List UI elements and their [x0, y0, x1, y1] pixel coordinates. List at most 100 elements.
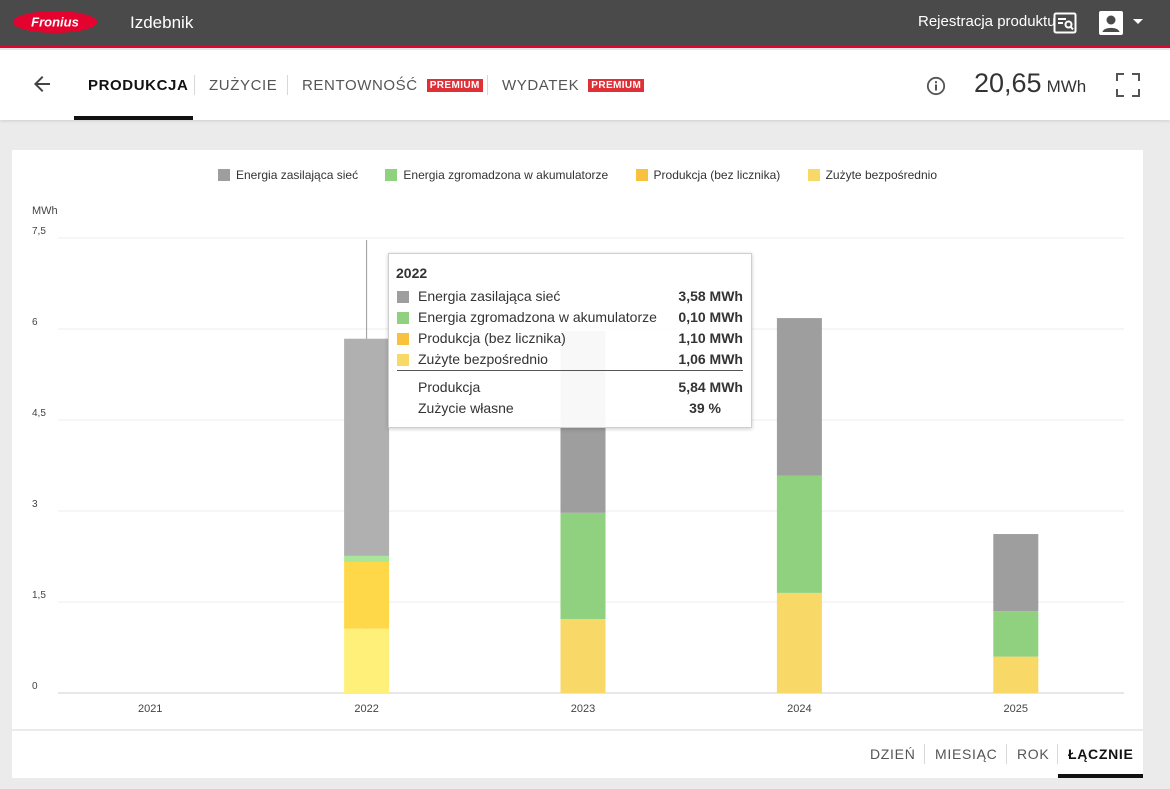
tooltip-value: 5,84 MWh	[678, 379, 743, 395]
legend-item-battery[interactable]: Energia zgromadzona w akumulatorze	[385, 168, 608, 182]
active-period-indicator	[1058, 774, 1143, 778]
period-day[interactable]: DZIEŃ	[870, 746, 916, 762]
bar-segment	[993, 534, 1039, 612]
tab-produkcja[interactable]: PRODUKCJA	[88, 77, 188, 94]
tooltip-swatch	[397, 333, 409, 345]
tooltip-label: Energia zasilająca sieć	[418, 288, 561, 304]
tab-rentownosc[interactable]: RENTOWNOŚĆ PREMIUM	[302, 77, 483, 94]
tab-divider	[194, 75, 195, 95]
legend-item-grid[interactable]: Energia zasilająca sieć	[218, 168, 358, 182]
tooltip-label: Zużycie własne	[418, 400, 514, 416]
legend-label: Energia zasilająca sieć	[236, 168, 359, 182]
period-total[interactable]: ŁĄCZNIE	[1068, 746, 1134, 762]
total-unit: MWh	[1046, 77, 1087, 96]
tooltip-label: Produkcja	[418, 379, 481, 395]
y-tick-label: 7,5	[32, 226, 46, 237]
account-box-icon[interactable]	[1098, 11, 1124, 35]
fronius-logo[interactable]: Fronius	[12, 10, 98, 34]
tooltip-row: Zużyte bezpośrednio 1,06 MWh	[397, 351, 743, 369]
legend-swatch	[385, 169, 398, 181]
bar-segment	[776, 592, 822, 693]
x-tick-label: 2021	[138, 703, 162, 715]
tab-wydatek[interactable]: WYDATEK PREMIUM	[502, 77, 645, 94]
y-tick-label: 1,5	[32, 590, 46, 601]
total-production: 20,65 MWh	[974, 68, 1086, 99]
active-tab-indicator	[74, 116, 193, 120]
tooltip-label: Zużyte bezpośrednio	[418, 351, 548, 367]
period-selector: DZIEŃ MIESIĄC ROK ŁĄCZNIE	[12, 731, 1143, 778]
tooltip-summary-row: Zużycie własne 39 %	[397, 400, 743, 418]
tooltip-year: 2022	[396, 265, 428, 281]
tooltip-label: Energia zgromadzona w akumulatorze	[418, 309, 657, 325]
x-tick-label: 2025	[1004, 703, 1028, 715]
bar-segment	[344, 555, 390, 562]
tooltip-value: 0,10 MWh	[678, 309, 743, 325]
nav-bar: PRODUKCJA ZUŻYCIE RENTOWNOŚĆ PREMIUM WYDA…	[0, 50, 1170, 120]
tooltip-divider	[397, 370, 743, 371]
bar-segment	[776, 318, 822, 476]
period-month[interactable]: MIESIĄC	[935, 746, 998, 762]
bar-segment	[560, 512, 606, 619]
top-bar: Fronius Izdebnik Rejestracja produktu	[0, 0, 1170, 48]
y-tick-label: 3	[32, 499, 38, 510]
certificate-search-icon[interactable]	[1053, 11, 1077, 35]
tooltip-label: Produkcja (bez licznika)	[418, 330, 566, 346]
info-icon[interactable]	[926, 76, 946, 96]
tab-label: ZUŻYCIE	[209, 77, 278, 94]
legend-item-direct-consumption[interactable]: Zużyte bezpośrednio	[807, 168, 937, 182]
tooltip-row: Energia zasilająca sieć 3,58 MWh	[397, 288, 743, 306]
bar-segment	[344, 561, 390, 629]
fullscreen-icon[interactable]	[1115, 72, 1141, 98]
app-title: Izdebnik	[130, 13, 194, 32]
y-axis-label: MWh	[32, 205, 58, 217]
tooltip-swatch	[397, 312, 409, 324]
x-tick-label: 2024	[787, 703, 811, 715]
tab-divider	[487, 75, 488, 95]
premium-badge: PREMIUM	[426, 79, 483, 92]
period-divider	[924, 744, 925, 764]
chart-tooltip: 2022 Energia zasilająca sieć 3,58 MWh En…	[388, 253, 752, 428]
x-tick-label: 2023	[571, 703, 595, 715]
period-divider	[1057, 744, 1058, 764]
y-tick-label: 6	[32, 317, 38, 328]
tooltip-row: Produkcja (bez licznika) 1,10 MWh	[397, 330, 743, 348]
tooltip-value: 1,10 MWh	[678, 330, 743, 346]
tooltip-summary-row: Produkcja 5,84 MWh	[397, 379, 743, 397]
legend-label: Energia zgromadzona w akumulatorze	[403, 168, 609, 182]
legend-item-production-no-meter[interactable]: Produkcja (bez licznika)	[635, 168, 781, 182]
y-tick-label: 4,5	[32, 408, 46, 419]
legend-swatch	[218, 169, 230, 181]
register-product-link[interactable]: Rejestracja produktu	[918, 13, 1056, 30]
tooltip-value: 3,58 MWh	[678, 288, 743, 304]
tab-zuzycie[interactable]: ZUŻYCIE	[209, 77, 277, 94]
tab-divider	[287, 75, 288, 95]
tooltip-swatch	[397, 291, 409, 303]
tooltip-row: Energia zgromadzona w akumulatorze 0,10 …	[397, 309, 743, 327]
bar-segment	[344, 628, 390, 693]
tooltip-swatch	[397, 354, 409, 366]
bar-segment	[776, 475, 822, 593]
tooltip-value: 1,06 MWh	[678, 351, 743, 367]
chart-legend: Energia zasilająca sieć Energia zgromadz…	[12, 168, 1143, 182]
bar-segment	[993, 611, 1039, 657]
bar-segment	[993, 656, 1039, 693]
legend-swatch	[635, 169, 648, 181]
tab-label: PRODUKCJA	[88, 77, 189, 94]
stacked-bar-chart: 0 1,5 3 4,5 6 7,5 MWh 2021 2022 2023 2024 2025	[32, 205, 1124, 715]
premium-badge: PREMIUM	[588, 79, 645, 92]
period-divider	[1006, 744, 1007, 764]
bar-segment	[344, 338, 390, 556]
legend-label: Zużyte bezpośrednio	[825, 168, 937, 182]
bar-segment	[560, 618, 606, 693]
caret-down-icon[interactable]	[1133, 19, 1143, 24]
x-tick-label: 2022	[354, 703, 378, 715]
chart-card: Energia zasilająca sieć Energia zgromadz…	[12, 150, 1143, 729]
tab-label: WYDATEK	[502, 77, 580, 94]
tooltip-value: 39 %	[689, 400, 721, 416]
legend-label: Produkcja (bez licznika)	[653, 168, 781, 182]
logo-text: Fronius	[31, 15, 79, 30]
arrow-left-icon[interactable]	[30, 72, 54, 96]
total-value: 20,65	[974, 68, 1042, 98]
period-year[interactable]: ROK	[1017, 746, 1050, 762]
legend-swatch	[807, 169, 820, 181]
